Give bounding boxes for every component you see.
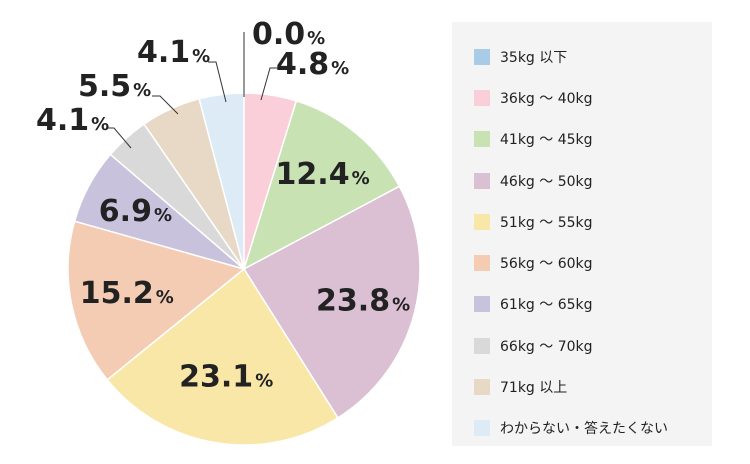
data-label-7: 6.9% [99, 194, 172, 229]
data-label-5: 23.1% [179, 360, 273, 395]
legend-swatch [474, 337, 490, 354]
legend-item: 51kg ～ 55kg [474, 201, 712, 242]
legend-label: 46kg ～ 50kg [500, 173, 593, 190]
data-label-1: 0.0% [252, 17, 325, 52]
legend-item: 61kg ～ 65kg [474, 284, 712, 325]
legend-item: 35kg 以下 [474, 36, 712, 77]
legend-label: 36kg ～ 40kg [500, 90, 593, 107]
legend-swatch [474, 213, 490, 230]
legend-swatch [474, 296, 490, 313]
legend-item: 36kg ～ 40kg [474, 77, 712, 118]
legend-swatch [474, 131, 490, 148]
pie-slice-4 [242, 185, 421, 419]
legend-label: 71kg 以上 [500, 380, 568, 397]
pie-slice-6 [67, 220, 246, 381]
legend-label: 56kg ～ 60kg [500, 256, 593, 273]
data-label-10: 4.1% [137, 35, 210, 70]
pie-slice-5 [106, 267, 339, 446]
data-label-3: 12.4% [276, 157, 370, 192]
data-labels: 0.0 %4.8 % 12.4 % 23.8 % 23.1 % 15.2 % 6.9 % 4.1 %5.5%… [36, 17, 410, 395]
legend-label: 35kg 以下 [500, 49, 568, 66]
legend-item: 46kg ～ 50kg [474, 160, 712, 201]
legend-item: 56kg ～ 60kg [474, 242, 712, 283]
legend: 35kg 以下 36kg ～ 40kg 41kg ～ 45kg 46kg ～ 50kg… [452, 22, 712, 446]
legend-item: 41kg ～ 45kg [474, 119, 712, 160]
legend-label: 51kg ～ 55kg [500, 214, 593, 231]
leader-line-2 [260, 67, 278, 101]
leader-line-9 [152, 95, 179, 115]
leader-line-10 [208, 61, 227, 103]
leader-lines [106, 32, 278, 149]
data-label-6: 15.2% [80, 276, 174, 311]
pie-slice-3 [242, 100, 401, 271]
legend-item: 71kg 以上 [474, 366, 712, 407]
legend-swatch [474, 89, 490, 106]
legend-swatch [474, 48, 490, 65]
legend-swatch [474, 255, 490, 272]
legend-item: わからない・答えたくない [474, 408, 712, 449]
legend-label: 41kg ～ 45kg [500, 132, 593, 149]
legend-swatch [474, 172, 490, 189]
data-label-8: 4.1% [36, 103, 109, 138]
leader-line-8 [106, 127, 132, 149]
data-label-2: 4.8% [276, 47, 349, 82]
legend-label: わからない・答えたくない [500, 421, 668, 438]
legend-label: 61kg ～ 65kg [500, 297, 593, 314]
pie-slices [67, 92, 421, 446]
data-label-4: 23.8% [316, 284, 410, 319]
legend-label: 66kg ～ 70kg [500, 338, 593, 355]
legend-item: 66kg ～ 70kg [474, 325, 712, 366]
data-label-9: 5.5% [78, 69, 151, 104]
legend-swatch [474, 420, 490, 437]
legend-swatch [474, 379, 490, 396]
